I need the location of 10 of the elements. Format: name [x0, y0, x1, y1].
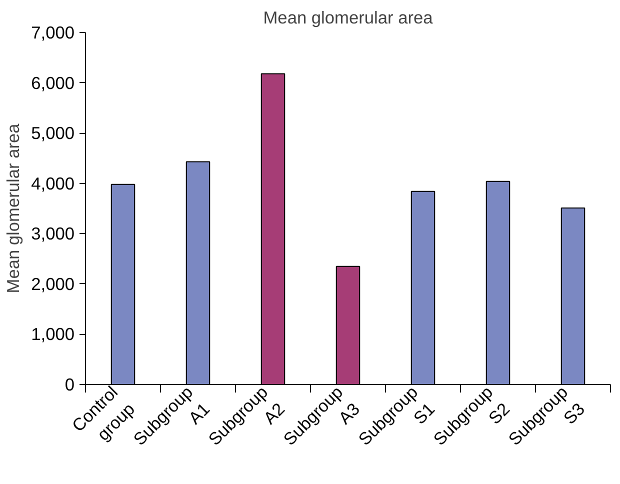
y-tick-label: 3,000: [31, 224, 75, 244]
chart-title: Mean glomerular area: [263, 8, 434, 28]
y-tick-label: 6,000: [31, 72, 75, 93]
y-tick-label: 5,000: [31, 123, 75, 144]
y-axis-title: Mean glomerular area: [3, 123, 24, 294]
y-tick-label: 4,000: [31, 173, 75, 194]
y-tick-label: 1,000: [31, 324, 75, 344]
y-tick-label: 2,000: [31, 274, 75, 294]
y-tick-label: 7,000: [31, 22, 75, 42]
y-tick-label: 0: [64, 374, 75, 394]
